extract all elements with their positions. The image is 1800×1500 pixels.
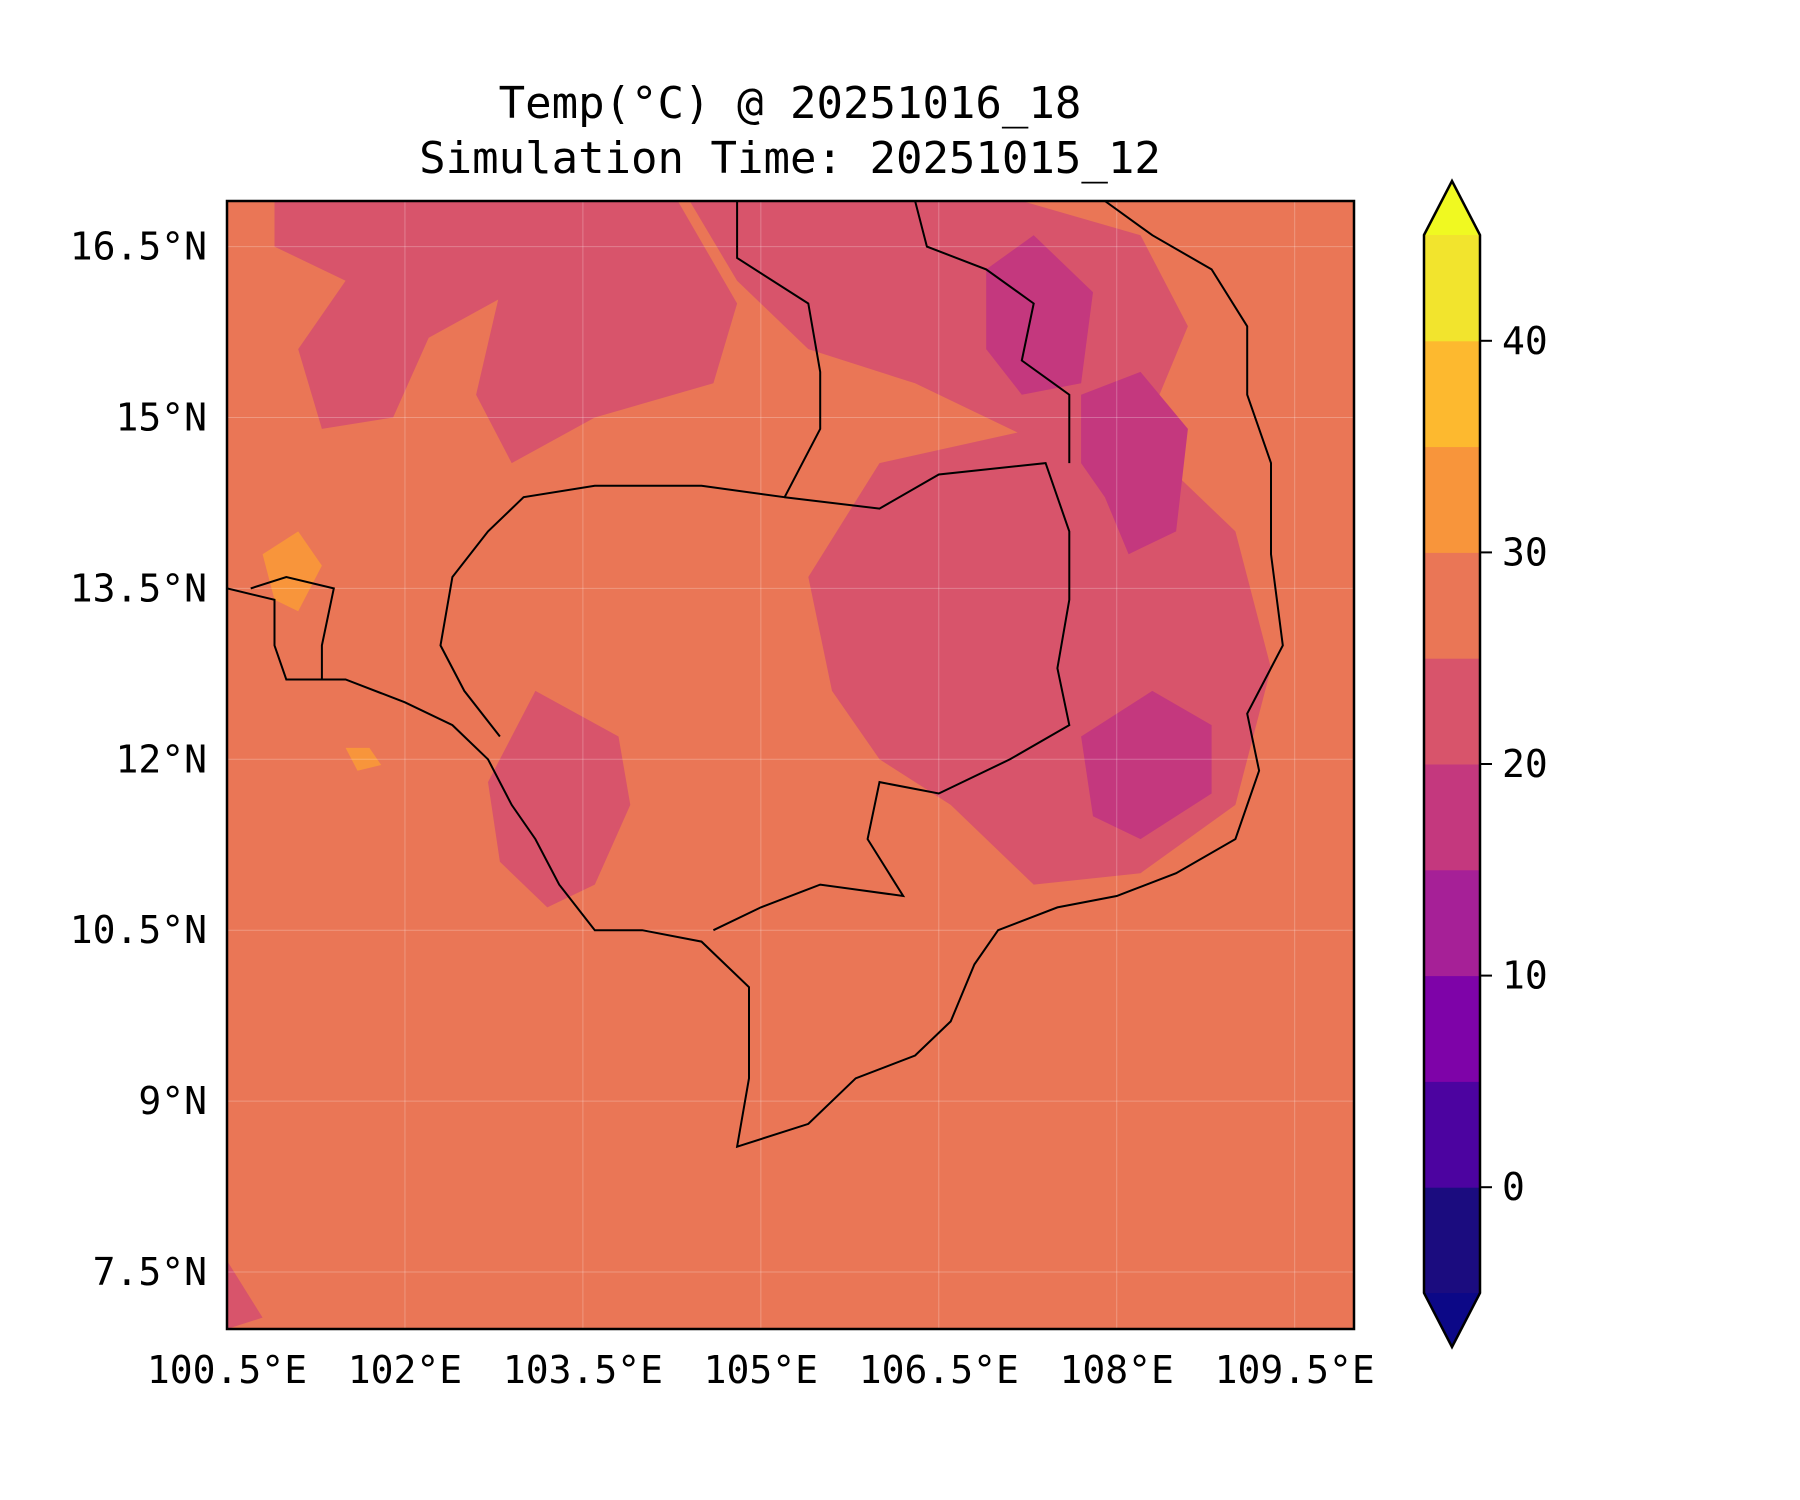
lon-tick-label: 106.5°E (859, 1348, 1019, 1392)
temp-region-15-20 (1081, 371, 1188, 555)
colorbar-segment (1424, 340, 1480, 448)
longitude-ticks: 100.5°E 102°E 103.5°E 105°E 106.5°E 108°E 109.… (147, 1348, 1375, 1392)
colorbar-tick-label: 40 (1502, 319, 1548, 363)
colorbar-segment (1424, 658, 1480, 765)
temp-region-20-25 (488, 690, 631, 908)
border-line (227, 201, 1284, 1149)
map-gridlines (227, 201, 1354, 1329)
temperature-regions (227, 201, 1271, 1329)
lon-tick-label: 103.5°E (503, 1348, 663, 1392)
colorbar-tick-label: 0 (1502, 1165, 1525, 1209)
colorbar: 0 10 20 30 40 (1422, 178, 1548, 1350)
temp-region-20-25 (227, 1260, 263, 1329)
colorbar-outline (1422, 178, 1482, 1350)
country-border-icon (227, 201, 1284, 1149)
lon-tick-label: 108°E (1060, 1348, 1174, 1392)
temp-region-15-20 (986, 235, 1093, 395)
colorbar-extend-max (1424, 181, 1480, 235)
latitude-ticks: 16.5°N 15°N 13.5°N 12°N 10.5°N 9°N 7.5°N (70, 225, 207, 1294)
lat-tick-label: 12°N (115, 737, 207, 781)
colorbar-extend-min (1424, 1293, 1480, 1347)
border-line (712, 462, 1071, 932)
temp-region-15-20 (1081, 690, 1212, 840)
colorbar-tick-label: 10 (1502, 954, 1548, 998)
colorbar-segment (1424, 764, 1480, 871)
border-line (439, 201, 822, 738)
colorbar-segment (1424, 1081, 1480, 1188)
temp-region-30-35 (262, 531, 322, 612)
colorbar-tick-label: 30 (1502, 530, 1548, 574)
colorbar-segment (1424, 446, 1480, 553)
temp-region-20-25 (476, 201, 738, 464)
colorbar-segment (1424, 1187, 1480, 1294)
temp-region-20-25 (274, 201, 512, 429)
lon-tick-label: 102°E (348, 1348, 462, 1392)
lon-tick-label: 109.5°E (1215, 1348, 1375, 1392)
border-line (914, 201, 1071, 464)
chart-subtitle: Simulation Time: 20251015_12 (419, 133, 1161, 184)
lat-tick-label: 7.5°N (93, 1250, 207, 1294)
colorbar-segment (1424, 552, 1480, 659)
map-panel (227, 201, 1354, 1329)
colorbar-segment (1424, 975, 1480, 1082)
lon-tick-label: 100.5°E (147, 1348, 307, 1392)
lat-tick-label: 16.5°N (70, 225, 207, 269)
temp-region-30-35 (345, 747, 382, 771)
lat-tick-label: 15°N (115, 395, 207, 439)
colorbar-segment (1424, 235, 1480, 342)
lat-tick-label: 9°N (138, 1079, 207, 1123)
map-frame (225, 199, 1356, 1331)
border-line (250, 575, 335, 680)
colorbar-segment (1424, 869, 1480, 977)
colorbar-tick-label: 20 (1502, 742, 1548, 786)
chart-title: Temp(°C) @ 20251016_18 (499, 78, 1082, 129)
lon-tick-label: 105°E (704, 1348, 818, 1392)
lat-tick-label: 13.5°N (70, 566, 207, 610)
lat-tick-label: 10.5°N (70, 908, 207, 952)
